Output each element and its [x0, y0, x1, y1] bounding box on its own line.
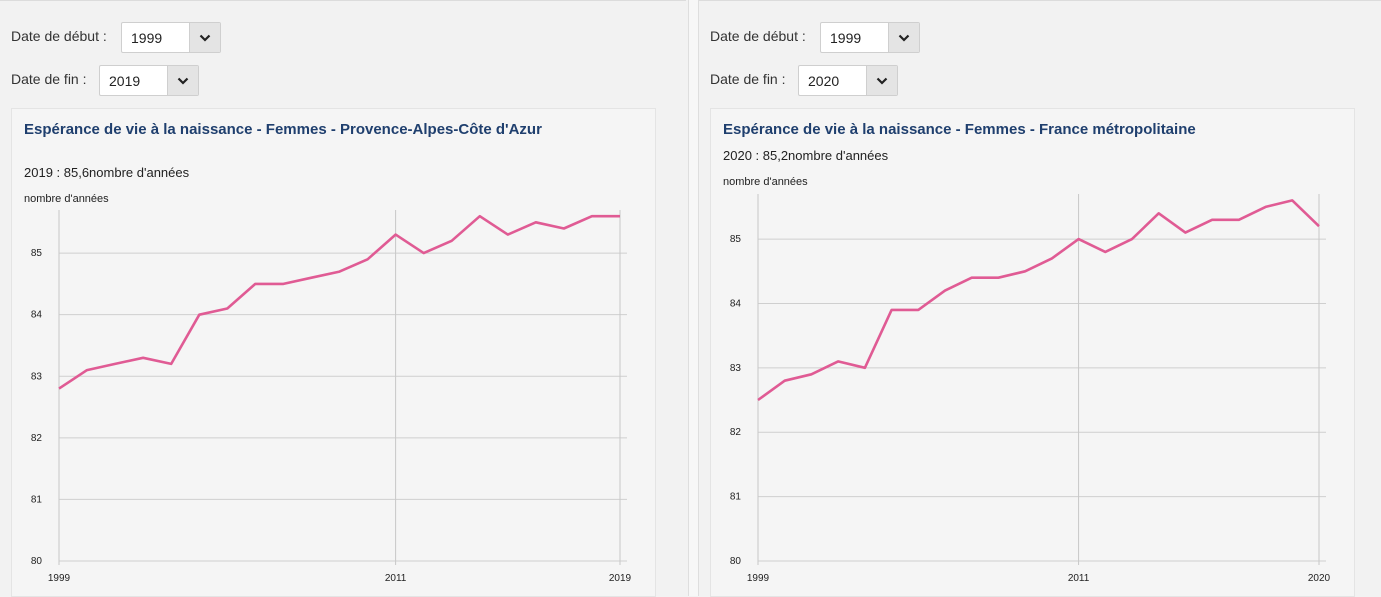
y-tick-label: 82	[31, 433, 43, 444]
data-point	[862, 365, 868, 371]
start-date-select[interactable]: 1999	[820, 22, 920, 53]
series-line	[58, 214, 620, 390]
data-point	[942, 288, 948, 294]
start-date-label: Date de début :	[710, 28, 806, 44]
series-line	[757, 199, 1320, 402]
end-date-select[interactable]: 2020	[798, 65, 898, 96]
data-point	[393, 232, 399, 238]
chart-title: Espérance de vie à la naissance - Femmes…	[723, 121, 1196, 138]
y-tick-label: 83	[31, 371, 43, 382]
data-point	[224, 306, 230, 312]
chart-card: Espérance de vie à la naissance - Femmes…	[11, 108, 656, 597]
data-point	[1182, 230, 1188, 236]
y-tick-label: 80	[730, 556, 742, 567]
x-tick-label: 1999	[747, 573, 770, 584]
chart-summary: 2019 : 85,6nombre d'années	[24, 165, 190, 180]
chevron-down-icon[interactable]	[866, 66, 897, 95]
data-point	[1102, 249, 1108, 255]
data-point	[337, 269, 343, 275]
data-point	[589, 213, 595, 219]
data-point	[835, 358, 841, 364]
y-tick-label: 84	[31, 310, 43, 321]
end-date-label: Date de fin :	[11, 71, 87, 87]
data-point	[477, 213, 483, 219]
data-point	[1263, 204, 1269, 210]
x-tick-label: 2020	[1308, 573, 1331, 584]
data-point	[1236, 217, 1242, 223]
end-date-select[interactable]: 2019	[99, 65, 199, 96]
data-point	[1022, 268, 1028, 274]
panel-france: Date de début : 1999 Date de fin : 2020 …	[699, 0, 1381, 597]
data-point	[308, 275, 314, 281]
end-date-label: Date de fin :	[710, 71, 786, 87]
y-tick-label: 81	[31, 494, 43, 505]
data-point	[449, 238, 455, 244]
data-point	[168, 361, 174, 367]
chevron-down-icon[interactable]	[189, 23, 220, 52]
data-point	[56, 386, 62, 392]
data-point	[1129, 236, 1135, 242]
data-point	[755, 397, 761, 403]
data-point	[969, 275, 975, 281]
x-tick-label: 2011	[1068, 573, 1090, 584]
data-point	[1076, 236, 1082, 242]
data-point	[782, 378, 788, 384]
data-point	[140, 355, 146, 361]
chart-card: Espérance de vie à la naissance - Femmes…	[710, 108, 1355, 597]
data-point	[421, 250, 427, 256]
start-date-select[interactable]: 1999	[121, 22, 221, 53]
y-tick-label: 85	[31, 248, 43, 259]
data-point	[1049, 255, 1055, 261]
data-point	[617, 213, 623, 219]
data-point	[808, 371, 814, 377]
x-tick-label: 2011	[385, 573, 407, 584]
y-tick-label: 83	[730, 363, 742, 374]
chevron-down-icon[interactable]	[167, 66, 198, 95]
chevron-down-icon[interactable]	[888, 23, 919, 52]
line-chart: 80 81 82 83 84 85 1999 2011 2020	[730, 194, 1331, 584]
panel-paca: Date de début : 1999 Date de fin : 2019 …	[0, 0, 686, 597]
data-point	[252, 281, 258, 287]
start-date-label: Date de début :	[11, 28, 107, 44]
panel-divider	[688, 0, 699, 596]
x-tick-label: 2019	[609, 573, 632, 584]
data-point	[365, 256, 371, 262]
y-tick-label: 84	[730, 298, 742, 309]
start-date-value: 1999	[131, 29, 163, 46]
chart-title: Espérance de vie à la naissance - Femmes…	[24, 121, 542, 138]
y-tick-label: 81	[730, 492, 742, 503]
y-axis-unit: nombre d'années	[723, 176, 808, 188]
data-point	[112, 361, 118, 367]
data-point	[889, 307, 895, 313]
y-tick-label: 80	[31, 556, 43, 567]
data-point	[1156, 210, 1162, 216]
data-point	[995, 275, 1001, 281]
line-chart: 80 81 82 83 84 85 1999 2011 2019	[31, 210, 632, 584]
data-point	[533, 219, 539, 225]
data-point	[1289, 197, 1295, 203]
data-point	[196, 312, 202, 318]
data-point	[84, 367, 90, 373]
end-date-value: 2020	[808, 72, 840, 89]
x-tick-label: 1999	[48, 573, 71, 584]
y-axis-unit: nombre d'années	[24, 193, 109, 205]
start-date-value: 1999	[830, 29, 862, 46]
data-point	[561, 225, 567, 231]
y-tick-label: 82	[730, 427, 742, 438]
data-point	[1209, 217, 1215, 223]
data-point	[915, 307, 921, 313]
data-point	[280, 281, 286, 287]
data-point	[505, 232, 511, 238]
y-tick-label: 85	[730, 234, 742, 245]
data-point	[1316, 223, 1322, 229]
end-date-value: 2019	[109, 72, 141, 89]
chart-summary: 2020 : 85,2nombre d'années	[723, 148, 889, 163]
